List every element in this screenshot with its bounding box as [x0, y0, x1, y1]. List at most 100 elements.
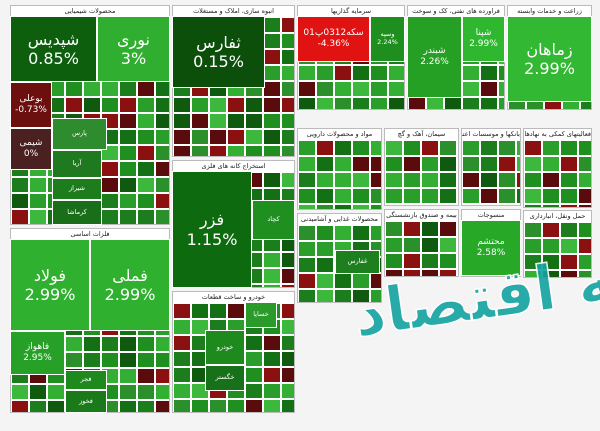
filler-tile [83, 97, 101, 113]
filler-tile [155, 113, 169, 129]
stock-tile: شبندر 2.26% [407, 16, 462, 98]
stock-change: 0% [23, 149, 39, 159]
filler-tile [385, 253, 403, 269]
filler-tile [29, 177, 47, 193]
filler-tile [209, 97, 227, 113]
filler-tile [560, 172, 578, 188]
filler-tile [560, 156, 578, 172]
filler-tile [370, 172, 381, 188]
filler-tile [457, 140, 458, 156]
sector-header: خودرو و ساخت قطعات [173, 292, 294, 303]
filler-tile [388, 97, 404, 109]
filler-tile [298, 273, 316, 289]
filler-tile [462, 140, 480, 156]
stock-name: وسپه [380, 30, 395, 39]
filler-tile [421, 253, 439, 269]
stock-change: 2.58% [476, 248, 506, 258]
filler-tile [47, 384, 65, 400]
filler-tile [421, 188, 439, 204]
filler-tile [542, 140, 560, 156]
filler-tile [298, 81, 316, 97]
stock-change: -4.36% [317, 39, 350, 49]
filler-tile [408, 97, 426, 109]
sector-header: سرمایه گذاریها [298, 6, 404, 17]
filler-tile [385, 140, 403, 156]
filler-tile [263, 129, 281, 145]
filler-tile [316, 188, 334, 204]
filler-tile [245, 383, 263, 399]
sector-title: انبوه سازی، املاک و مستغلات [193, 7, 274, 15]
stock-tile: فخوز [65, 390, 107, 413]
sector-header: بانکها و موسسات اعتباری [462, 129, 520, 140]
filler-tile [462, 97, 480, 109]
filler-tile [421, 221, 439, 237]
filler-tile [281, 252, 294, 268]
filler-tile [155, 81, 169, 97]
filler-tile [516, 140, 520, 156]
stock-change: 2.99% [469, 39, 498, 49]
filler-tile [560, 204, 578, 207]
sector-title: زراعت و خدمات وابسته [517, 7, 582, 15]
filler-tile [65, 81, 83, 97]
stock-tile: خگستر [205, 365, 245, 391]
stock-name: غفارس [347, 257, 368, 266]
filler-tile [385, 188, 403, 204]
filler-tile [578, 270, 591, 277]
filler-tile [155, 209, 169, 224]
filler-tile [403, 269, 421, 276]
filler-tile [480, 97, 498, 109]
filler-tile [281, 33, 294, 49]
filler-tile [119, 145, 137, 161]
filler-tile [316, 156, 334, 172]
filler-tile [245, 145, 263, 156]
filler-tile [498, 140, 516, 156]
filler-tile [439, 253, 457, 269]
sector: مواد و محصولات دارویی [297, 128, 382, 210]
filler-tile [191, 303, 209, 319]
filler-tile [439, 221, 457, 237]
filler-tile [209, 113, 227, 129]
stock-name: فجر [80, 375, 92, 384]
filler-tile [370, 156, 381, 172]
filler-tile [298, 204, 316, 209]
filler-tile [245, 97, 263, 113]
filler-tile [119, 193, 137, 209]
filler-tile [209, 399, 227, 412]
filler-tile [352, 156, 370, 172]
sector-title: بانکها و موسسات اعتباری [462, 130, 520, 138]
filler-tile [281, 335, 294, 351]
filler-tile [352, 97, 370, 109]
sector-title: بیمه و صندوق بازنشستگی [386, 211, 457, 219]
filler-tile [65, 352, 83, 368]
filler-tile [11, 209, 29, 224]
sector-header: سیمان، آهک و گچ [385, 129, 458, 140]
filler-tile [298, 172, 316, 188]
filler-tile [403, 253, 421, 269]
filler-tile [542, 156, 560, 172]
filler-tile [560, 254, 578, 270]
filler-tile [403, 237, 421, 253]
filler-tile [263, 97, 281, 113]
filler-tile [227, 97, 245, 113]
sector-header: منسوجات [462, 210, 520, 221]
filler-tile [245, 399, 263, 412]
filler-tile [524, 254, 542, 270]
filler-tile [173, 335, 191, 351]
filler-tile [352, 289, 370, 302]
filler-tile [101, 352, 119, 368]
filler-tile [457, 204, 458, 205]
stock-name: شپنا [475, 28, 492, 39]
filler-tile [191, 129, 209, 145]
filler-tile [462, 65, 480, 81]
filler-tile [298, 188, 316, 204]
filler-tile [263, 81, 281, 97]
sector: فعالیتهای کمکی به نهادهای مالی [523, 128, 592, 208]
filler-tile [101, 81, 119, 97]
filler-tile [119, 113, 137, 129]
filler-tile [385, 172, 403, 188]
filler-tile [421, 204, 439, 205]
filler-tile [388, 81, 404, 97]
filler-tile [155, 177, 169, 193]
filler-tile [281, 319, 294, 335]
